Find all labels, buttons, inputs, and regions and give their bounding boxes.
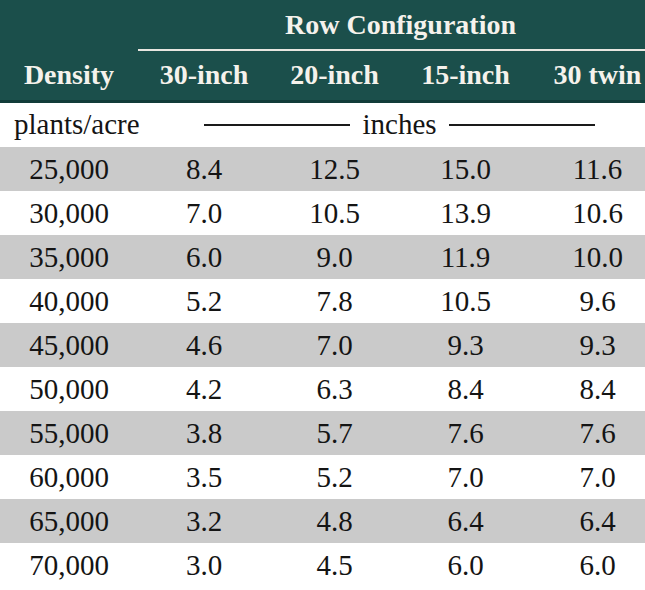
spacing-cell: 8.4 bbox=[399, 367, 532, 411]
spacing-cell: 11.6 bbox=[532, 147, 645, 191]
density-cell: 35,000 bbox=[0, 235, 138, 279]
spacing-cell: 8.4 bbox=[138, 147, 270, 191]
plant-spacing-table: Row Configuration Density 30-inch 20-inc… bbox=[0, 0, 645, 587]
spacing-cell: 6.0 bbox=[138, 235, 270, 279]
spacing-cell: 9.3 bbox=[532, 323, 645, 367]
spacing-units-label: inches bbox=[362, 108, 436, 141]
spacing-cell: 3.8 bbox=[138, 411, 270, 455]
density-cell: 65,000 bbox=[0, 499, 138, 543]
spacing-units-group: inches bbox=[204, 108, 595, 141]
spacing-cell: 12.5 bbox=[270, 147, 399, 191]
spacing-cell: 7.0 bbox=[532, 455, 645, 499]
spacing-cell: 5.2 bbox=[270, 455, 399, 499]
spacing-cell: 7.0 bbox=[138, 191, 270, 235]
spacing-cell: 10.6 bbox=[532, 191, 645, 235]
table-header: Row Configuration Density 30-inch 20-inc… bbox=[0, 0, 645, 101]
column-header-20-inch: 20-inch bbox=[270, 50, 399, 101]
left-rule-line bbox=[204, 124, 350, 126]
spacing-cell: 5.2 bbox=[138, 279, 270, 323]
spacing-cell: 6.3 bbox=[270, 367, 399, 411]
spacing-cell: 7.0 bbox=[270, 323, 399, 367]
spacing-cell: 6.0 bbox=[399, 543, 532, 587]
spacing-cell: 9.6 bbox=[532, 279, 645, 323]
spacing-cell: 6.4 bbox=[399, 499, 532, 543]
density-cell: 40,000 bbox=[0, 279, 138, 323]
spacing-cell: 4.8 bbox=[270, 499, 399, 543]
column-header-density: Density bbox=[0, 50, 138, 101]
spacing-cell: 6.4 bbox=[532, 499, 645, 543]
spacing-cell: 4.6 bbox=[138, 323, 270, 367]
spacing-cell: 13.9 bbox=[399, 191, 532, 235]
spacing-cell: 10.0 bbox=[532, 235, 645, 279]
column-header-row: Density 30-inch 20-inch 15-inch 30 twin bbox=[0, 50, 645, 101]
density-cell: 70,000 bbox=[0, 543, 138, 587]
table-row: 25,0008.412.515.011.6 bbox=[0, 147, 645, 191]
spanner-title: Row Configuration bbox=[138, 0, 645, 50]
spacing-cell: 7.6 bbox=[532, 411, 645, 455]
table-row: 50,0004.26.38.48.4 bbox=[0, 367, 645, 411]
table-row: 30,0007.010.513.910.6 bbox=[0, 191, 645, 235]
spanner-row: Row Configuration bbox=[0, 0, 645, 50]
right-rule-line bbox=[449, 124, 595, 126]
density-cell: 55,000 bbox=[0, 411, 138, 455]
spacing-cell: 6.0 bbox=[532, 543, 645, 587]
table-row: 45,0004.67.09.39.3 bbox=[0, 323, 645, 367]
spacing-cell: 3.0 bbox=[138, 543, 270, 587]
spacing-cell: 9.3 bbox=[399, 323, 532, 367]
units-row: plants/acre inches bbox=[0, 101, 645, 147]
spacing-cell: 10.5 bbox=[399, 279, 532, 323]
table-row: 70,0003.04.56.06.0 bbox=[0, 543, 645, 587]
spacing-cell: 15.0 bbox=[399, 147, 532, 191]
column-header-30-twin: 30 twin bbox=[532, 50, 645, 101]
table-row: 35,0006.09.011.910.0 bbox=[0, 235, 645, 279]
spacing-cell: 7.0 bbox=[399, 455, 532, 499]
density-cell: 25,000 bbox=[0, 147, 138, 191]
density-cell: 45,000 bbox=[0, 323, 138, 367]
density-cell: 30,000 bbox=[0, 191, 138, 235]
spacing-cell: 7.6 bbox=[399, 411, 532, 455]
spacing-cell: 4.2 bbox=[138, 367, 270, 411]
density-cell: 60,000 bbox=[0, 455, 138, 499]
spacing-cell: 5.7 bbox=[270, 411, 399, 455]
spacing-cell: 3.2 bbox=[138, 499, 270, 543]
table-row: 40,0005.27.810.59.6 bbox=[0, 279, 645, 323]
column-header-30-inch: 30-inch bbox=[138, 50, 270, 101]
spacing-cell: 8.4 bbox=[532, 367, 645, 411]
spacing-cell: 4.5 bbox=[270, 543, 399, 587]
spacing-cell: 3.5 bbox=[138, 455, 270, 499]
density-cell: 50,000 bbox=[0, 367, 138, 411]
table-row: 55,0003.85.77.67.6 bbox=[0, 411, 645, 455]
header-corner-cell bbox=[0, 0, 138, 50]
spacing-cell: 11.9 bbox=[399, 235, 532, 279]
table-row: 65,0003.24.86.46.4 bbox=[0, 499, 645, 543]
spacing-units-cell: inches bbox=[138, 101, 645, 147]
density-units-label: plants/acre bbox=[0, 101, 138, 147]
spacing-cell: 9.0 bbox=[270, 235, 399, 279]
column-header-15-inch: 15-inch bbox=[399, 50, 532, 101]
spacing-cell: 7.8 bbox=[270, 279, 399, 323]
table-row: 60,0003.55.27.07.0 bbox=[0, 455, 645, 499]
table-body: plants/acre inches 25,0008.412.515.011.6… bbox=[0, 101, 645, 587]
spacing-cell: 10.5 bbox=[270, 191, 399, 235]
